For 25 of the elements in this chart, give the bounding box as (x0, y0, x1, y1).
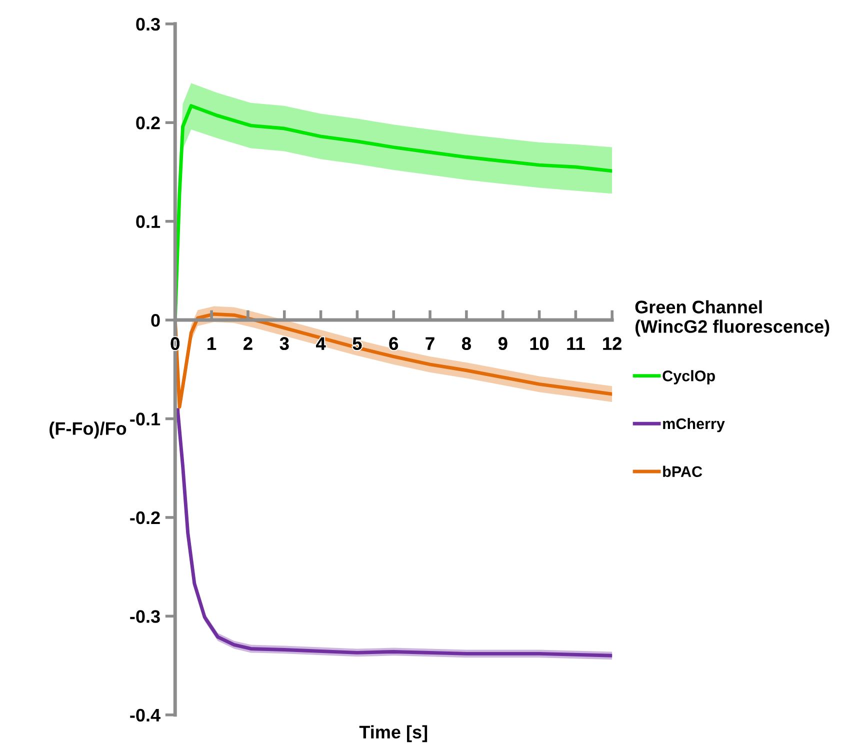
x-tick-label: 2 (244, 337, 252, 350)
y-tick-label: 0.1 (136, 215, 160, 228)
x-tick-label: 8 (462, 337, 471, 350)
legend-title: Green Channel (WincG2 fluorescence) (635, 300, 830, 336)
y-axis-title: (F-Fo)/Fo (50, 422, 126, 438)
x-axis-title: Time [s] (359, 725, 428, 742)
y-tick-label: 0.3 (136, 18, 160, 31)
x-tick-label: 4 (316, 337, 326, 350)
x-tick-label: 10 (530, 337, 549, 350)
x-tick-label: 3 (280, 337, 289, 350)
x-tick-label: 11 (567, 337, 585, 350)
y-tick-label: 0.2 (136, 116, 160, 130)
y-tick-label: -0.1 (130, 412, 160, 426)
x-tick-label: 9 (498, 337, 508, 350)
y-tick-label: -0.2 (130, 511, 160, 524)
x-tick-label: 7 (426, 337, 434, 350)
x-tick-label: 6 (389, 337, 398, 350)
legend-label: mCherry (663, 418, 725, 432)
x-tick-label: 12 (603, 337, 622, 350)
y-tick-label: 0 (151, 314, 160, 327)
x-tick-label: 1 (208, 337, 216, 350)
legend-label: CyclOp (662, 370, 715, 384)
legend-label: bPAC (663, 466, 702, 478)
y-tick-label: -0.3 (130, 610, 160, 623)
y-tick-label: -0.4 (130, 708, 160, 722)
